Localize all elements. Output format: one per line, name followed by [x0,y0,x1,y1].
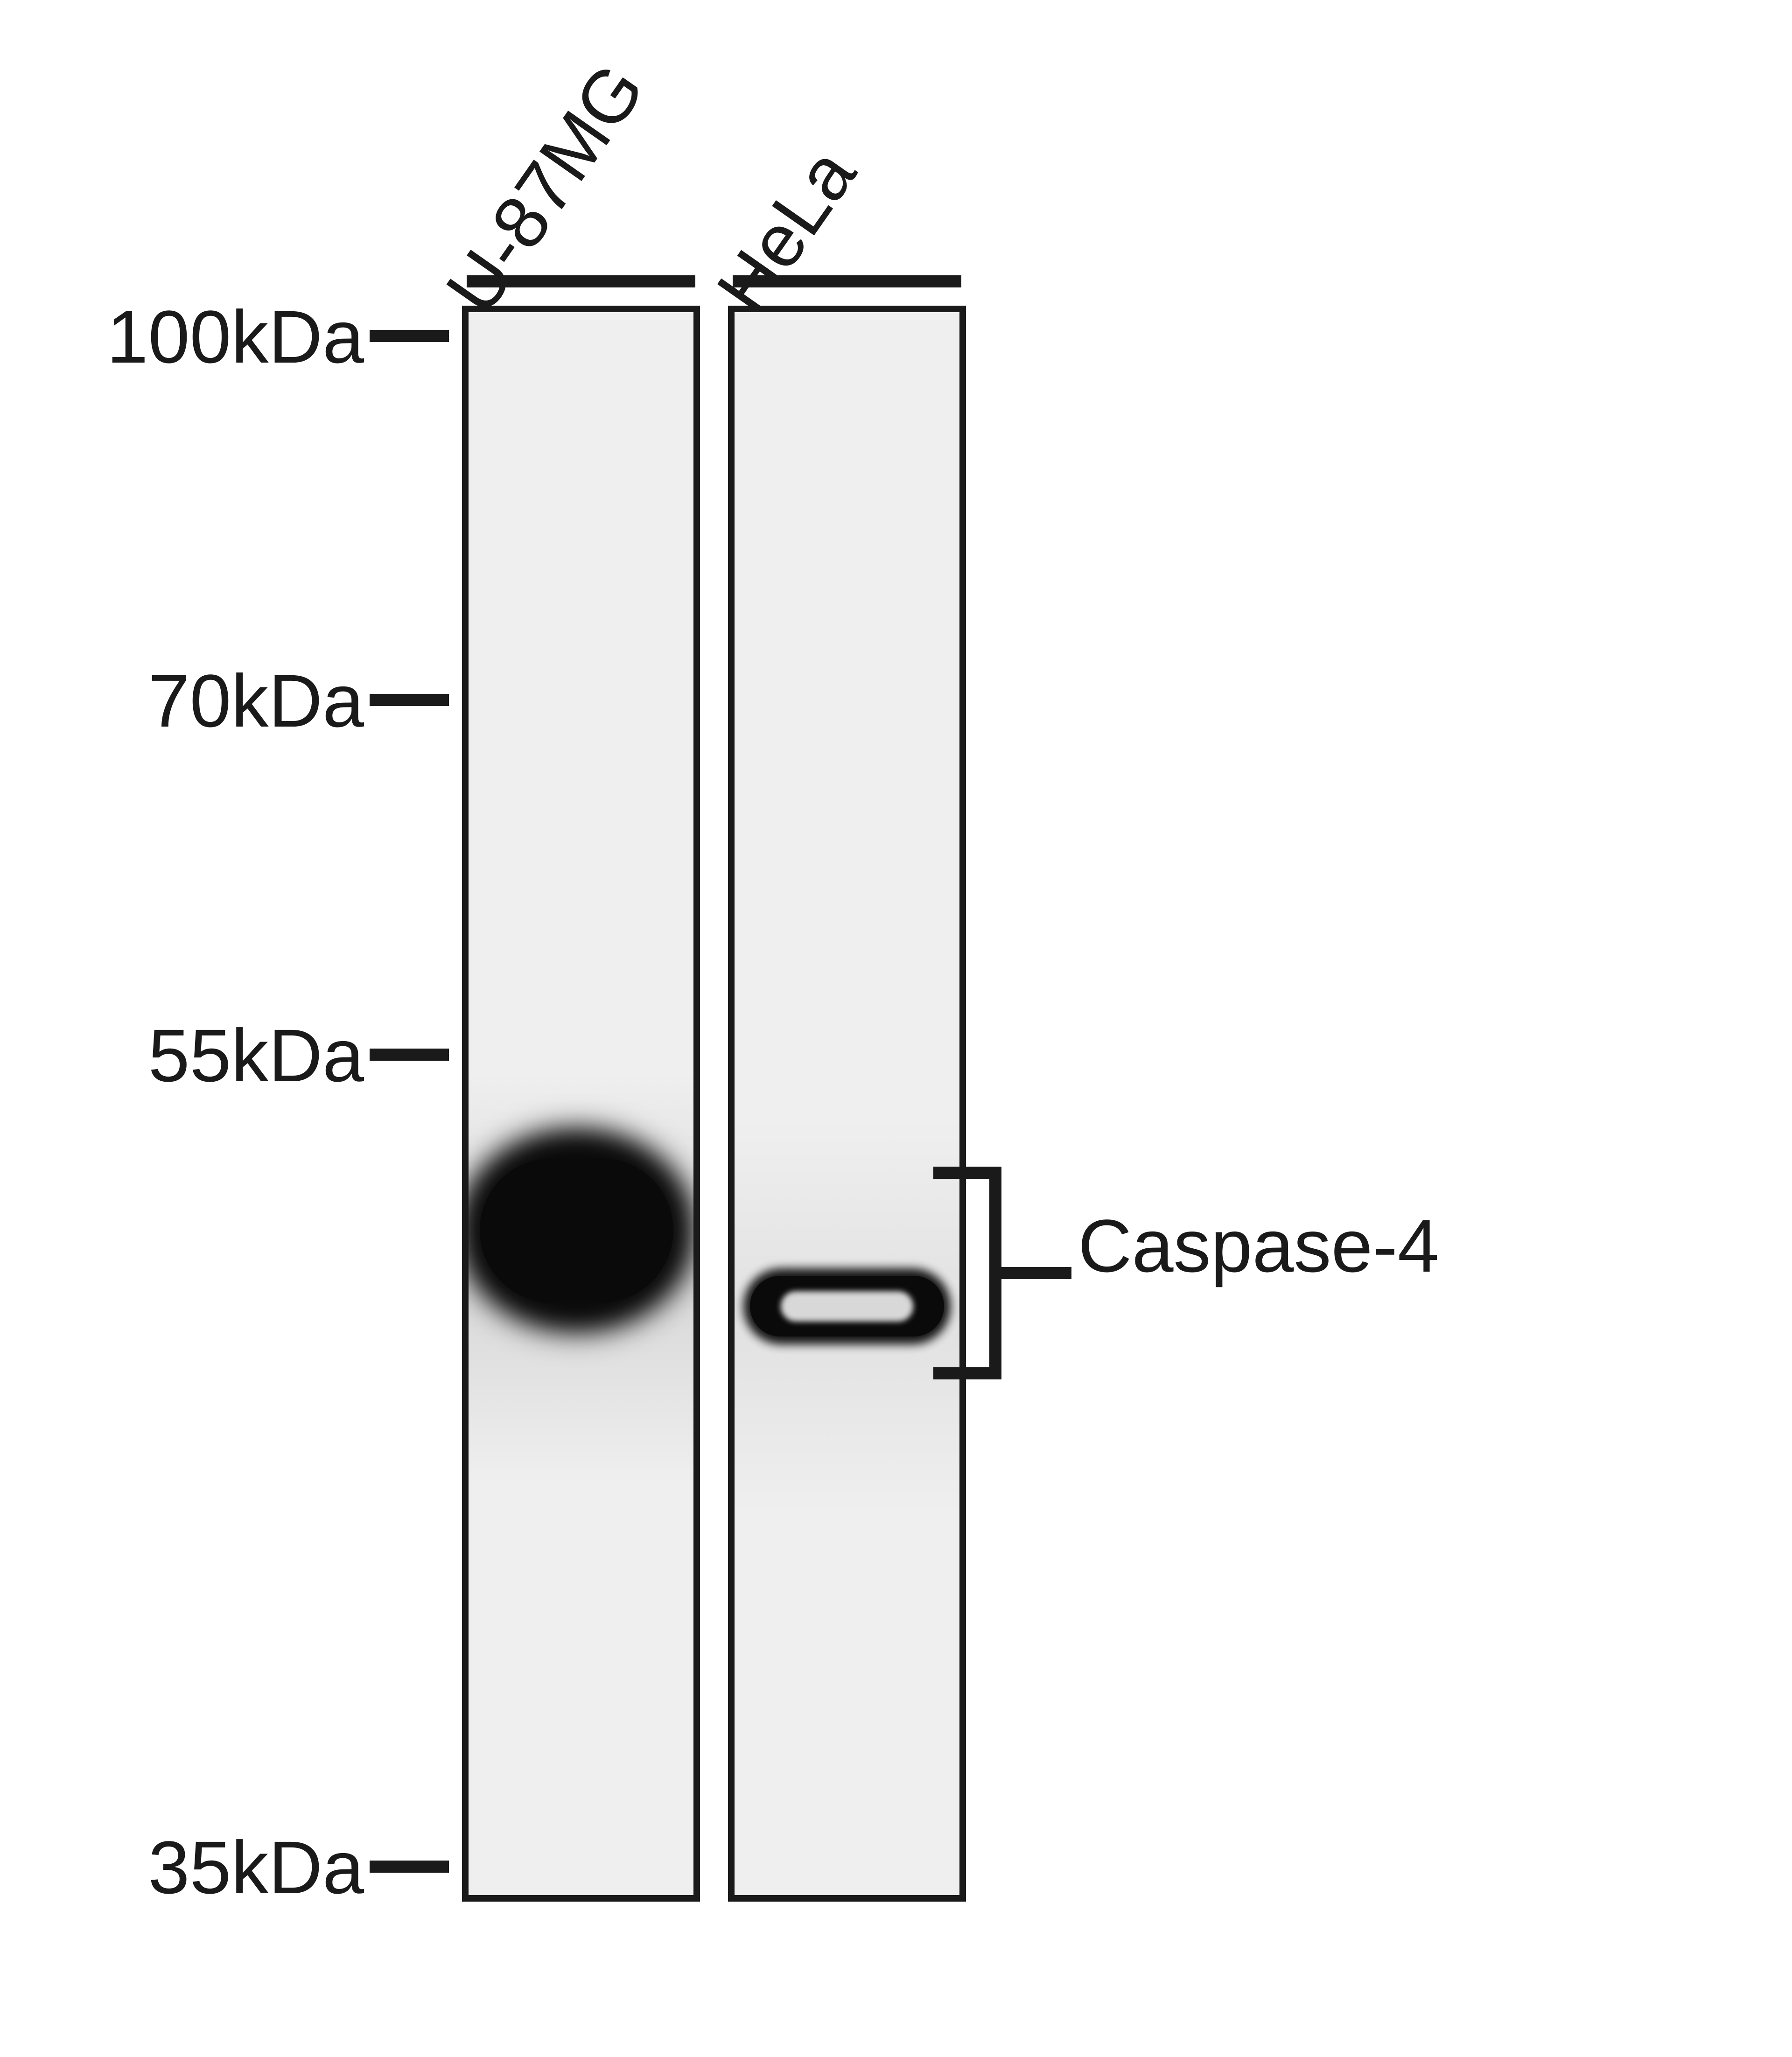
band-hollow [781,1291,913,1322]
bracket-arm-top [933,1167,989,1179]
mw-label: 35kDa [148,1825,364,1910]
western-blot-figure: 100kDa70kDa55kDa35kDa U-87MGHeLa Caspase… [0,0,1792,2057]
mw-label: 70kDa [148,658,364,744]
lane-membrane [735,312,959,1895]
lane-header-label: HeLa [700,133,872,329]
target-label: Caspase-4 [1078,1203,1439,1289]
band-core [480,1158,674,1302]
mw-tick [370,1049,449,1061]
mw-tick [370,330,449,342]
mw-label: 55kDa [148,1013,364,1098]
lane-smudge [469,312,693,1895]
lane-membrane [469,312,693,1895]
mw-label: 100kDa [107,294,364,380]
mw-tick [370,1861,449,1873]
blot-lane [728,306,966,1902]
mw-tick [370,694,449,706]
blot-lane [462,306,700,1902]
bracket-stem [1001,1267,1071,1279]
lane-smudge [735,312,959,1895]
bracket-arm-bottom [933,1367,989,1379]
bracket-spine [989,1167,1001,1379]
